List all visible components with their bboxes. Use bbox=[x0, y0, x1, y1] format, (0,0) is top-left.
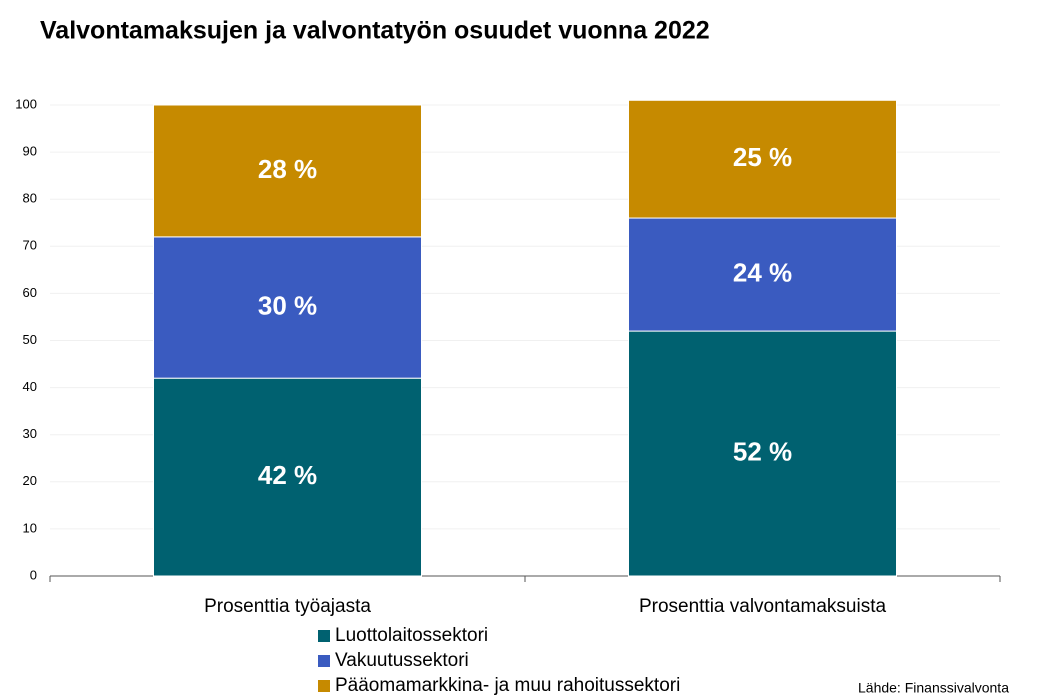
bar-segment bbox=[153, 236, 422, 379]
y-tick-label: 90 bbox=[23, 144, 37, 159]
data-label: 28 % bbox=[258, 154, 317, 184]
bar-segment bbox=[628, 330, 897, 577]
y-tick-label: 50 bbox=[23, 332, 37, 347]
y-tick-label: 30 bbox=[23, 426, 37, 441]
y-tick-label: 80 bbox=[23, 191, 37, 206]
legend-label: Luottolaitossektori bbox=[335, 625, 488, 646]
y-tick-label: 20 bbox=[23, 473, 37, 488]
source: Lähde: Finanssivalvonta bbox=[858, 680, 1009, 696]
x-tick-label: Prosenttia valvontamaksuista bbox=[639, 596, 887, 617]
data-label: 30 % bbox=[258, 290, 317, 320]
bar-segment bbox=[153, 104, 422, 238]
x-tick-label: Prosenttia työajasta bbox=[204, 596, 371, 617]
bar-segment bbox=[153, 377, 422, 577]
y-tick-label: 40 bbox=[23, 379, 37, 394]
chart-title: Valvontamaksujen ja valvontatyön osuudet… bbox=[40, 17, 710, 45]
bar-segment bbox=[628, 99, 897, 219]
data-label: 52 % bbox=[733, 436, 792, 466]
data-label: 42 % bbox=[258, 460, 317, 490]
data-label: 24 % bbox=[733, 257, 792, 287]
legend-label: Pääomamarkkina- ja muu rahoitussektori bbox=[335, 675, 680, 696]
y-tick-label: 70 bbox=[23, 238, 37, 253]
legend-swatch bbox=[318, 630, 330, 642]
legend-swatch bbox=[318, 680, 330, 692]
legend-swatch bbox=[318, 655, 330, 667]
y-tick-label: 0 bbox=[30, 567, 37, 582]
y-tick-label: 10 bbox=[23, 520, 37, 535]
legend-label: Vakuutussektori bbox=[335, 650, 469, 671]
y-tick-label: 60 bbox=[23, 285, 37, 300]
y-tick-label: 100 bbox=[15, 96, 37, 111]
data-label: 25 % bbox=[733, 142, 792, 172]
bar-segment bbox=[628, 217, 897, 332]
